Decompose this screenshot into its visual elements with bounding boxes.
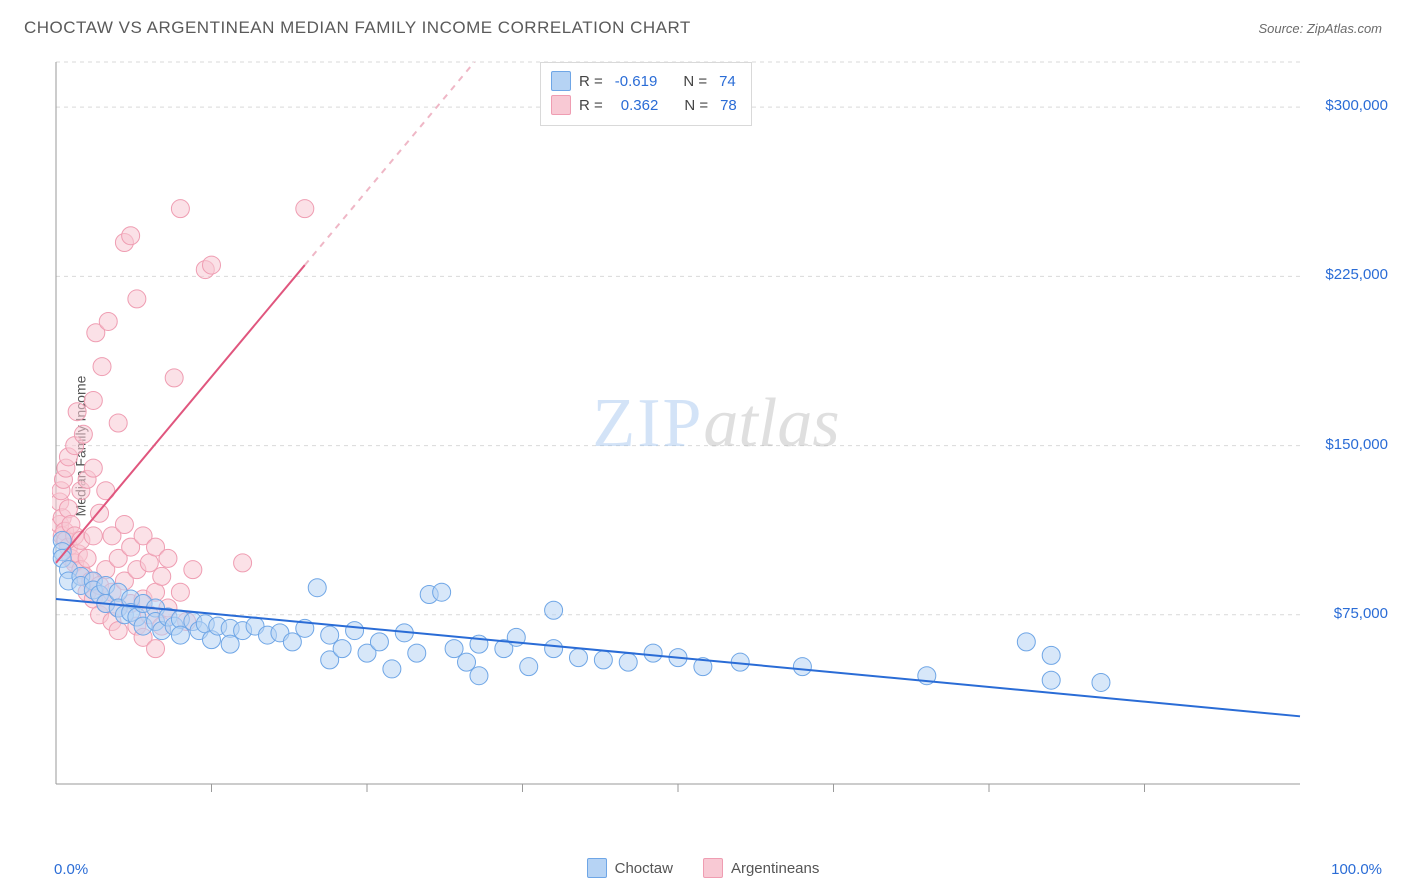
legend-label-a: Choctaw (615, 860, 673, 877)
y-tick-label: $150,000 (1325, 436, 1388, 453)
n-label: N = (683, 73, 707, 90)
y-tick-label: $300,000 (1325, 97, 1388, 114)
source-attribution: Source: ZipAtlas.com (1258, 21, 1382, 36)
swatch-series-b (551, 95, 571, 115)
r-value-b: 0.362 (621, 97, 659, 114)
bottom-legend: Choctaw Argentineans (0, 858, 1406, 878)
y-tick-label: $225,000 (1325, 266, 1388, 283)
plot-area: ZIPatlas (52, 54, 1380, 824)
legend-label-b: Argentineans (731, 860, 819, 877)
n-value-a: 74 (719, 73, 736, 90)
r-value-a: -0.619 (615, 73, 658, 90)
legend-item-b: Argentineans (703, 858, 819, 878)
n-label: N = (684, 97, 708, 114)
scatter-chart (52, 54, 1380, 824)
stats-row-b: R = 0.362 N = 78 (551, 93, 737, 117)
stats-row-a: R = -0.619 N = 74 (551, 69, 737, 93)
chart-title: CHOCTAW VS ARGENTINEAN MEDIAN FAMILY INC… (24, 18, 691, 38)
swatch-series-a (551, 71, 571, 91)
r-label: R = (579, 73, 603, 90)
r-label: R = (579, 97, 603, 114)
legend-item-a: Choctaw (587, 858, 673, 878)
stats-legend: R = -0.619 N = 74 R = 0.362 N = 78 (540, 62, 752, 126)
y-tick-label: $75,000 (1334, 605, 1388, 622)
n-value-b: 78 (720, 97, 737, 114)
legend-swatch-b (703, 858, 723, 878)
legend-swatch-a (587, 858, 607, 878)
